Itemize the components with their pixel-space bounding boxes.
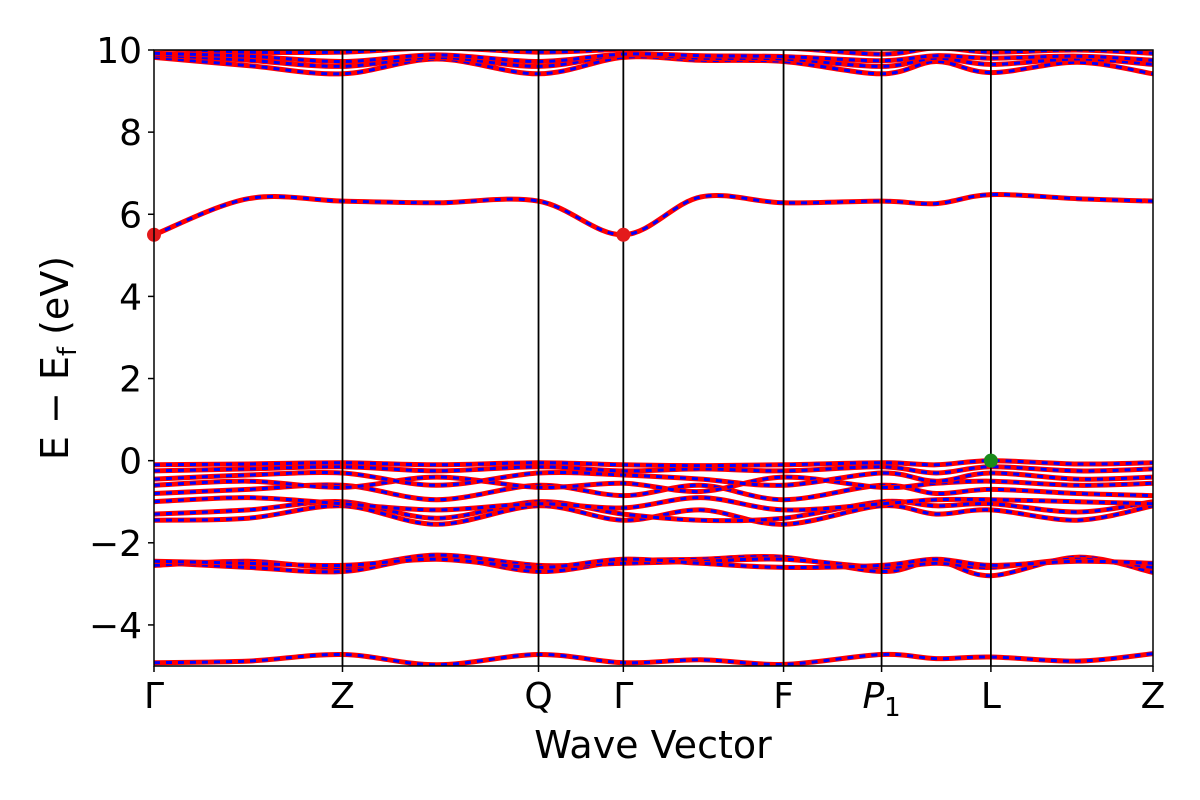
x-tick-label: L — [981, 676, 1001, 717]
bands-layer — [154, 50, 1153, 666]
band-b11-down — [154, 465, 1153, 475]
x-tick-label: Γ — [613, 676, 633, 717]
marker-cbm — [616, 227, 631, 242]
band-b1-up — [154, 651, 1153, 666]
y-axis-title-unit: (eV) — [33, 256, 77, 347]
y-tick-label: −4 — [89, 606, 142, 647]
extrema-markers — [147, 227, 998, 468]
y-tick-label: 4 — [119, 277, 142, 318]
y-tick-label: 6 — [119, 195, 142, 236]
y-axis-title-main: E − E — [33, 356, 77, 460]
y-axis-ticks: −4 −2 0 2 4 6 8 10 — [89, 31, 154, 647]
x-tick-label: F — [773, 676, 794, 717]
x-tick-label: Z — [1141, 676, 1166, 717]
x-tick-label: Γ — [144, 676, 164, 717]
x-tick-label: P1 — [862, 676, 900, 723]
y-tick-label: 8 — [119, 113, 142, 154]
x-axis-title: Wave Vector — [534, 723, 772, 767]
y-tick-label: 0 — [119, 442, 142, 483]
marker-vbm — [983, 453, 998, 468]
band-b12-down — [154, 459, 1153, 468]
y-tick-label: −2 — [89, 524, 142, 565]
x-axis-ticks: Γ Z Q Γ F P1 L Z — [144, 666, 1165, 723]
y-tick-label: 10 — [96, 31, 142, 72]
band-b5-down — [154, 504, 1153, 526]
x-tick-label: Q — [524, 676, 552, 717]
y-axis-title-sub: f — [53, 346, 83, 356]
band-b13-up — [154, 191, 1153, 238]
plot-frame — [153, 49, 1154, 667]
high-symmetry-lines — [341, 50, 992, 666]
y-axis-title: E − Ef (eV) — [33, 256, 83, 460]
x-tick-label: Z — [330, 676, 355, 717]
y-tick-label: 2 — [119, 360, 142, 401]
